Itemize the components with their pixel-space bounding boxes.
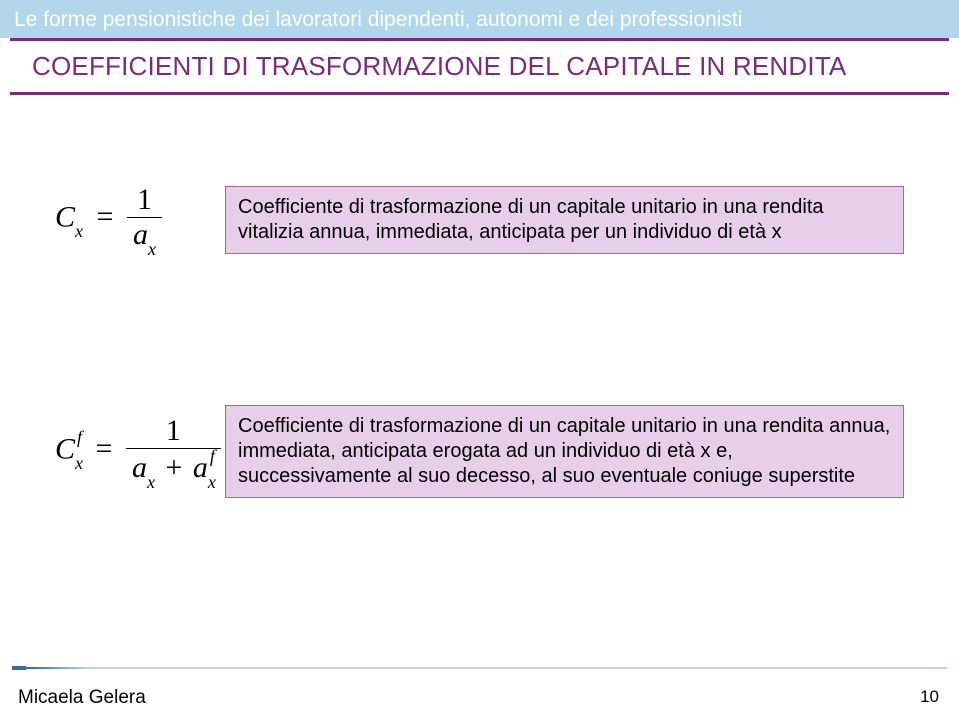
definition-row-2: Cxf = 1 ax + axf Coefficiente di trasfor… — [55, 405, 904, 498]
formula-2-num: 1 — [126, 416, 221, 448]
description-box-1: Coefficiente di trasformazione di un cap… — [225, 186, 904, 254]
formula-2-fraction: 1 ax + axf — [126, 416, 221, 487]
footer-divider — [12, 667, 947, 669]
formula-1-lhs-sub: x — [75, 221, 83, 241]
formula-2-den-b-var: a — [193, 451, 208, 484]
formula-1-fraction: 1 ax — [127, 185, 162, 254]
formula-2-den-b-sup: f — [210, 446, 215, 466]
formula-1-den: ax — [127, 217, 162, 254]
formula-2-lhs-sub: x — [75, 453, 83, 473]
footer-page-number: 10 — [920, 687, 939, 707]
formula-2-den-b-sub: x — [208, 472, 216, 492]
content-area: Cx = 1 ax Coefficiente di trasformazione… — [0, 95, 959, 713]
footer: Micaela Gelera 10 — [0, 667, 959, 713]
formula-2-den-a-var: a — [132, 451, 147, 484]
formula-1-eq: = — [91, 200, 120, 233]
title-bar: COEFFICIENTI DI TRASFORMAZIONE DEL CAPIT… — [10, 38, 949, 95]
description-1-text: Coefficiente di trasformazione di un cap… — [238, 196, 824, 243]
page-title: COEFFICIENTI DI TRASFORMAZIONE DEL CAPIT… — [32, 51, 846, 81]
formula-2-den-a-sub: x — [147, 472, 155, 492]
description-2-text: Coefficiente di trasformazione di un cap… — [238, 415, 890, 487]
footer-author: Micaela Gelera — [18, 687, 146, 709]
formula-1-num: 1 — [127, 185, 162, 217]
formula-2-lhs-sup: f — [77, 427, 82, 447]
formula-2-den: ax + axf — [126, 448, 221, 487]
context-header: Le forme pensionistiche dei lavoratori d… — [0, 0, 959, 38]
formula-2: Cxf = 1 ax + axf — [55, 416, 225, 487]
description-box-2: Coefficiente di trasformazione di un cap… — [225, 405, 904, 498]
definition-row-1: Cx = 1 ax Coefficiente di trasformazione… — [55, 185, 904, 254]
formula-2-eq: = — [90, 432, 119, 465]
formula-1-den-sub: x — [148, 239, 156, 259]
slide: Le forme pensionistiche dei lavoratori d… — [0, 0, 959, 713]
formula-1-den-var: a — [133, 218, 148, 251]
context-header-text: Le forme pensionistiche dei lavoratori d… — [14, 8, 742, 31]
formula-2-lhs-var: C — [55, 432, 75, 465]
formula-1-lhs-var: C — [55, 200, 75, 233]
formula-2-plus: + — [162, 451, 185, 484]
formula-1: Cx = 1 ax — [55, 185, 225, 254]
